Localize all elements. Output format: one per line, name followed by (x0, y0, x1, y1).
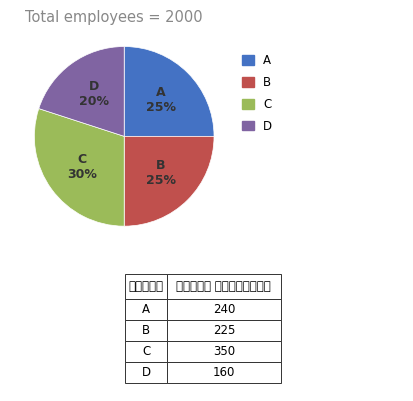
Text: A
25%: A 25% (146, 85, 176, 113)
Wedge shape (39, 47, 124, 136)
Legend: A, B, C, D: A, B, C, D (241, 54, 272, 133)
Text: B
25%: B 25% (146, 159, 176, 187)
Text: D
20%: D 20% (78, 80, 108, 108)
Wedge shape (124, 136, 214, 226)
Text: Total employees = 2000: Total employees = 2000 (25, 10, 202, 25)
Text: C
30%: C 30% (67, 153, 97, 181)
Wedge shape (124, 47, 214, 136)
Wedge shape (34, 109, 124, 226)
